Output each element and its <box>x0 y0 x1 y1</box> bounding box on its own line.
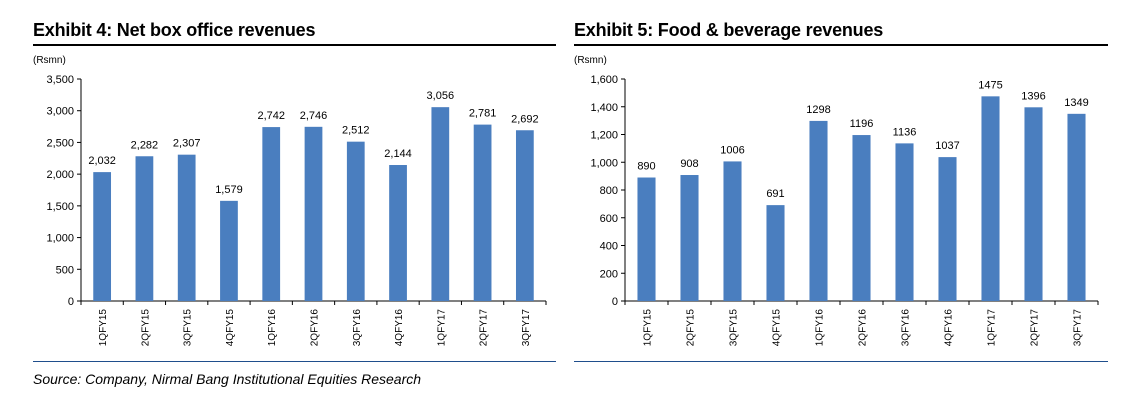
exhibit-4-bar-2QFY16 <box>304 126 323 302</box>
exhibit-5-bar-4QFY16 <box>938 157 957 301</box>
exhibit-5-title: Exhibit 5: Food & beverage revenues <box>574 20 884 40</box>
exhibit-5-chart: (Rsmn) 0 200 400 600 800 1,000 1,200 1,400 1,600 8… <box>574 55 1099 347</box>
exhibit-5-category-label: 1QFY15 <box>643 309 654 347</box>
exhibit-5-bottom-rule <box>574 361 1108 362</box>
exhibit-5-bar-1QFY15 <box>637 177 656 301</box>
exhibit-4-data-label: 2,781 <box>469 108 497 120</box>
exhibit-4-category-label: 1QFY16 <box>267 309 278 347</box>
exhibit-5-data-label: 1037 <box>935 140 959 152</box>
exhibit-5-data-label: 1349 <box>1064 97 1088 109</box>
exhibit-5-bar-4QFY15 <box>766 205 785 301</box>
exhibit-4-y-tick-label: 1,000 <box>46 233 74 245</box>
exhibit-5-category-label: 4QFY16 <box>944 309 955 347</box>
exhibit-4-data-label: 2,512 <box>342 125 370 137</box>
exhibit-5-data-label: 908 <box>680 158 698 170</box>
exhibit-5-data-label: 1475 <box>978 79 1002 91</box>
exhibit-5-y-tick-label: 600 <box>600 213 618 225</box>
exhibit-4-bar-1QFY17 <box>431 107 450 301</box>
exhibit-5-category-label: 3QFY17 <box>1073 309 1084 347</box>
exhibit-4-bar-1QFY15 <box>93 172 112 301</box>
exhibit-4-data-label: 2,692 <box>511 113 539 125</box>
exhibit-5-category-label: 2QFY17 <box>1030 309 1041 347</box>
exhibit-4-bar-2QFY17 <box>473 124 492 302</box>
exhibit-4-title: Exhibit 4: Net box office revenues <box>33 20 316 40</box>
exhibit-5-title-rule <box>574 44 1108 46</box>
exhibit-5-y-tick-label: 200 <box>600 268 618 280</box>
exhibit-4-bar-3QFY15 <box>177 154 196 301</box>
exhibit-5-data-label: 890 <box>637 161 655 173</box>
exhibit-5-unit-label: (Rsmn) <box>574 55 607 66</box>
exhibit-4-data-label: 2,282 <box>131 139 159 151</box>
exhibit-5-bar-2QFY16 <box>852 135 871 301</box>
exhibit-4-category-label: 2QFY15 <box>140 309 151 347</box>
exhibit-5-category-label: 2QFY15 <box>686 309 697 347</box>
exhibit-5-data-label: 1396 <box>1021 90 1045 102</box>
exhibit-5-y-tick-label: 1,400 <box>590 102 618 114</box>
exhibit-5-bar-1QFY16 <box>809 120 828 301</box>
exhibit-4-data-label: 1,579 <box>215 184 243 196</box>
exhibit-5-category-label: 1QFY17 <box>987 309 998 347</box>
exhibit-4-y-tick-label: 1,500 <box>46 201 74 213</box>
exhibit-5-category-label: 3QFY16 <box>901 309 912 347</box>
exhibit-5-y-tick-label: 400 <box>600 241 618 253</box>
exhibit-4-data-label: 2,746 <box>300 110 328 122</box>
exhibit-4-category-label: 1QFY15 <box>98 309 109 347</box>
exhibit-5-bar-2QFY15 <box>680 175 699 301</box>
exhibit-5-bar-2QFY17 <box>1024 107 1043 302</box>
exhibit-5-category-label: 1QFY16 <box>815 309 826 347</box>
exhibit-4-bar-3QFY16 <box>346 141 365 301</box>
exhibit-4-y-tick-label: 2,000 <box>46 169 74 181</box>
exhibit-4-y-tick-label: 0 <box>68 296 74 308</box>
exhibit-4-data-label: 2,742 <box>257 110 285 122</box>
exhibit-5-data-label: 1298 <box>806 104 830 116</box>
exhibit-5-data-label: 1006 <box>720 144 744 156</box>
exhibit-5-bar-1QFY17 <box>981 96 1000 301</box>
exhibit-4-data-label: 2,144 <box>384 148 412 160</box>
exhibit-5-data-label: 1196 <box>850 118 874 130</box>
exhibit-4-data-label: 3,056 <box>427 90 455 102</box>
exhibit-5-y-tick-label: 0 <box>612 296 618 308</box>
exhibit-5-data-label: 691 <box>766 188 784 200</box>
exhibit-4-category-label: 2QFY16 <box>310 309 321 347</box>
exhibit-4-bar-3QFY17 <box>515 130 534 301</box>
exhibit-4-chart: (Rsmn) 0 500 1,000 1,500 2,000 2,500 3,000 3,500… <box>33 55 547 347</box>
exhibit-4-category-label: 1QFY17 <box>436 309 447 347</box>
exhibit-4-bar-4QFY15 <box>220 200 238 301</box>
exhibit-4-category-label: 4QFY15 <box>225 309 236 347</box>
exhibit-4-y-tick-label: 3,500 <box>46 74 74 86</box>
exhibit-5-bar-3QFY17 <box>1067 113 1086 301</box>
exhibit-5-data-label: 1136 <box>893 126 917 138</box>
exhibit-5-category-label: 2QFY16 <box>858 309 869 347</box>
exhibit-5-bar-3QFY16 <box>895 143 914 301</box>
exhibit-4-title-rule <box>33 44 556 46</box>
exhibit-5-y-tick-label: 1,200 <box>590 130 618 142</box>
exhibit-4-y-tick-label: 500 <box>56 264 74 276</box>
exhibit-5-category-label: 4QFY15 <box>772 309 783 347</box>
exhibit-4-y-tick-label: 3,000 <box>46 106 74 118</box>
exhibit-4-y-tick-label: 2,500 <box>46 137 74 149</box>
exhibit-4-category-label: 2QFY17 <box>479 309 490 347</box>
exhibit-4-category-label: 3QFY16 <box>352 309 363 347</box>
source-note: Source: Company, Nirmal Bang Institution… <box>33 371 422 387</box>
exhibit-4-category-label: 3QFY17 <box>521 309 532 347</box>
exhibit-4-bar-2QFY15 <box>135 156 154 301</box>
exhibit-4-bar-4QFY16 <box>389 165 407 301</box>
exhibit-4-bottom-rule <box>33 361 556 362</box>
exhibit-4-unit-label: (Rsmn) <box>33 55 66 66</box>
exhibit-4-data-label: 2,032 <box>88 155 116 167</box>
exhibit-5-y-tick-label: 1,000 <box>590 157 618 169</box>
exhibit-5-bar-3QFY15 <box>723 161 742 301</box>
exhibit-4-category-label: 3QFY15 <box>183 309 194 347</box>
exhibit-5-y-tick-label: 800 <box>600 185 618 197</box>
exhibit-5-y-tick-label: 1,600 <box>590 74 618 86</box>
exhibit-4-bar-1QFY16 <box>262 127 281 301</box>
exhibit-4-category-label: 4QFY16 <box>394 309 405 347</box>
exhibit-5-category-label: 3QFY15 <box>729 309 740 347</box>
exhibit-4-data-label: 2,307 <box>173 138 201 150</box>
